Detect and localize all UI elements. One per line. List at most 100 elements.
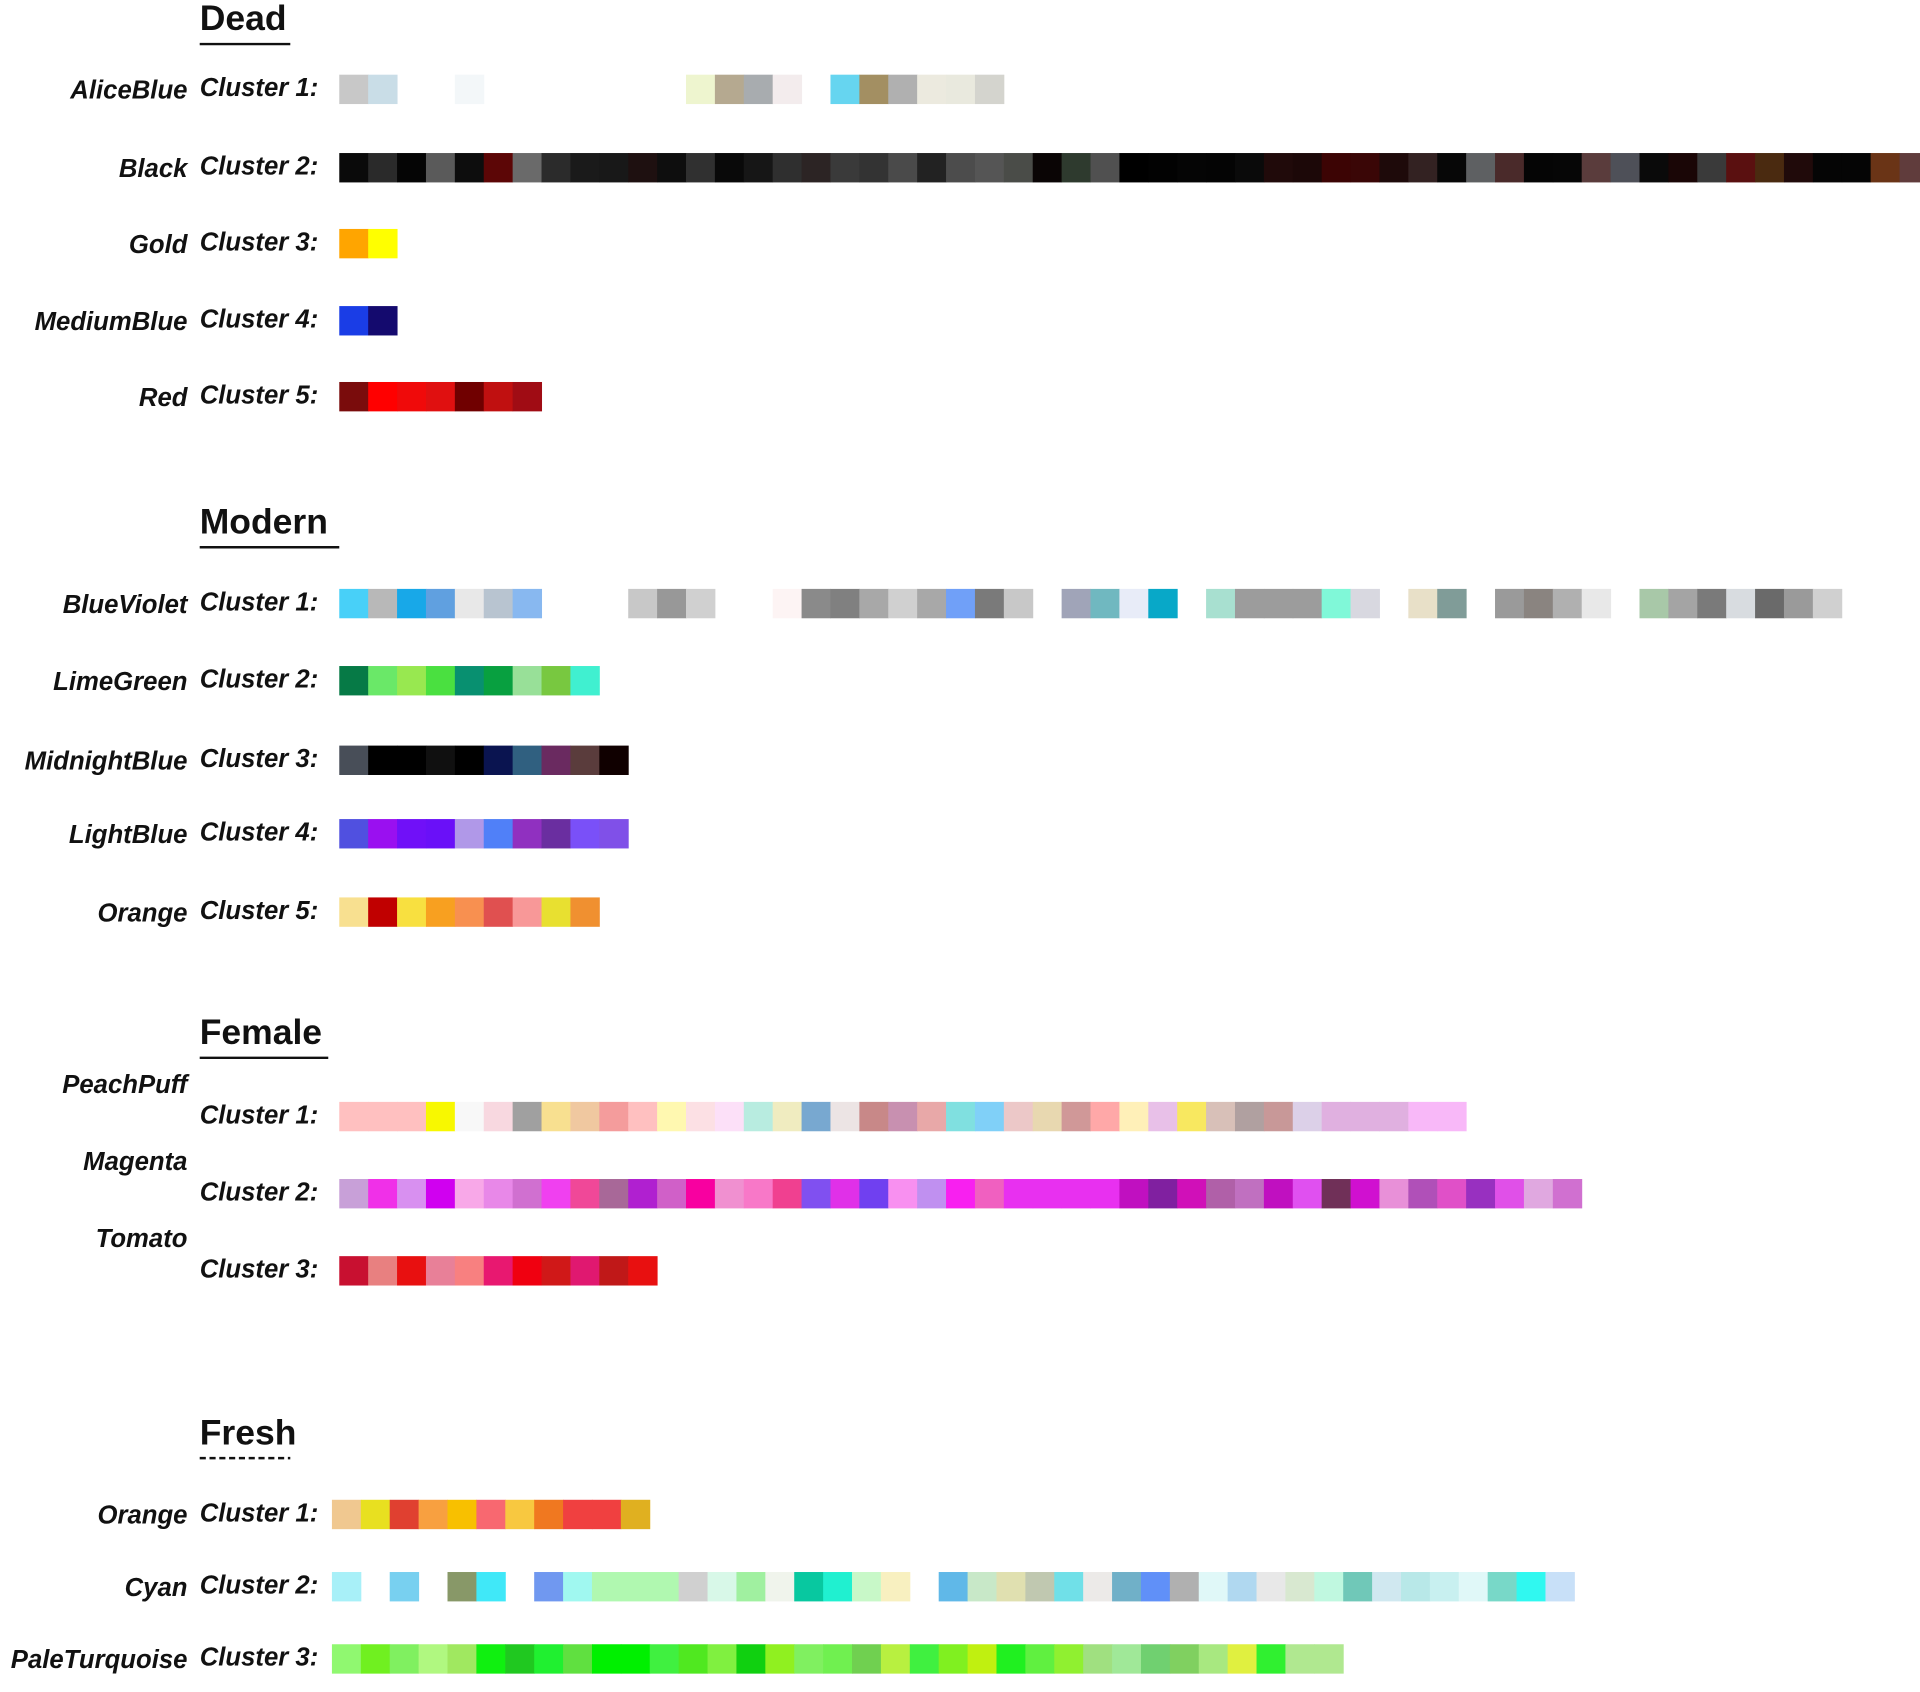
swatch: [1321, 1101, 1352, 1132]
swatch: [331, 1572, 362, 1602]
swatch: [512, 1101, 543, 1132]
swatch: [628, 153, 658, 183]
swatch: [1140, 1572, 1171, 1602]
swatch: [425, 666, 456, 696]
swatch: [1263, 1179, 1294, 1209]
swatch: [1812, 588, 1843, 619]
swatch: [570, 153, 600, 183]
swatch: [505, 1499, 535, 1530]
swatch: [599, 819, 629, 849]
swatch: [685, 153, 716, 183]
swatch: [512, 1256, 543, 1286]
swatch: [483, 745, 514, 775]
swatch: [859, 588, 889, 619]
swatch: [974, 153, 1005, 183]
cluster-label: Cluster 4:: [200, 819, 319, 847]
swatch: [368, 1179, 398, 1209]
swatch: [1061, 153, 1092, 183]
swatch: [1119, 1179, 1149, 1209]
section-title: Fresh: [200, 1412, 297, 1452]
swatch: [743, 153, 774, 183]
swatch: [1783, 588, 1814, 619]
swatch: [454, 74, 485, 105]
color-name: Orange: [97, 1502, 187, 1530]
swatch: [483, 666, 514, 696]
swatch: [974, 1101, 1005, 1132]
swatch: [967, 1644, 997, 1674]
swatch: [1495, 1179, 1525, 1209]
swatch: [852, 1572, 882, 1602]
swatch: [454, 819, 485, 849]
swatch: [823, 1644, 853, 1674]
swatch: [425, 588, 456, 619]
color-name: LimeGreen: [53, 668, 187, 696]
swatch: [397, 745, 427, 775]
swatch: [505, 1644, 535, 1674]
swatch: [425, 819, 456, 849]
swatch: [512, 745, 543, 775]
swatch: [454, 153, 485, 183]
swatch: [1025, 1572, 1055, 1602]
swatch: [454, 1101, 485, 1132]
swatch: [541, 666, 571, 696]
swatch: [339, 153, 369, 183]
swatch: [1408, 588, 1438, 619]
swatch: [1083, 1644, 1113, 1674]
swatch: [1697, 588, 1727, 619]
swatch: [454, 745, 485, 775]
color-name: Red: [139, 384, 189, 412]
swatch: [1148, 153, 1178, 183]
swatch: [1668, 588, 1698, 619]
cluster-label: Cluster 5:: [200, 381, 319, 409]
swatch: [368, 745, 398, 775]
swatch: [360, 1644, 391, 1674]
swatch: [946, 153, 976, 183]
swatch: [397, 1179, 427, 1209]
swatch: [339, 819, 369, 849]
swatch: [1408, 1179, 1438, 1209]
swatch: [1206, 588, 1236, 619]
swatch: [599, 1179, 629, 1209]
swatch: [512, 897, 543, 927]
swatch: [1177, 1101, 1207, 1132]
swatch: [512, 666, 543, 696]
swatch: [541, 153, 571, 183]
swatch: [483, 153, 514, 183]
swatch: [1090, 588, 1120, 619]
swatch: [1090, 1179, 1120, 1209]
swatch: [339, 381, 369, 412]
swatch: [1003, 1101, 1034, 1132]
swatch: [801, 1179, 831, 1209]
swatch: [946, 588, 976, 619]
swatch: [888, 588, 918, 619]
swatch: [1379, 1101, 1409, 1132]
swatch: [1437, 1179, 1467, 1209]
color-name: Black: [119, 155, 189, 183]
swatch: [1350, 1179, 1380, 1209]
swatch: [570, 666, 600, 696]
swatch: [678, 1572, 709, 1602]
swatch: [1177, 153, 1207, 183]
swatch: [397, 819, 427, 849]
cluster-label: Cluster 3:: [200, 745, 319, 773]
swatch: [541, 1256, 571, 1286]
swatch: [1119, 153, 1149, 183]
swatch: [476, 1499, 506, 1530]
swatch: [628, 1101, 658, 1132]
swatch: [570, 1101, 600, 1132]
swatch: [1726, 588, 1756, 619]
swatch: [339, 897, 369, 927]
swatch: [1726, 153, 1756, 183]
swatch: [1003, 1179, 1034, 1209]
swatch: [888, 1101, 918, 1132]
swatch: [368, 74, 398, 105]
swatch: [917, 588, 947, 619]
swatch: [368, 666, 398, 696]
swatch: [541, 1101, 571, 1132]
swatch: [397, 381, 427, 412]
swatch: [1032, 1101, 1063, 1132]
swatch: [938, 1572, 969, 1602]
swatch: [1292, 588, 1323, 619]
swatch: [454, 897, 485, 927]
swatch: [534, 1499, 564, 1530]
